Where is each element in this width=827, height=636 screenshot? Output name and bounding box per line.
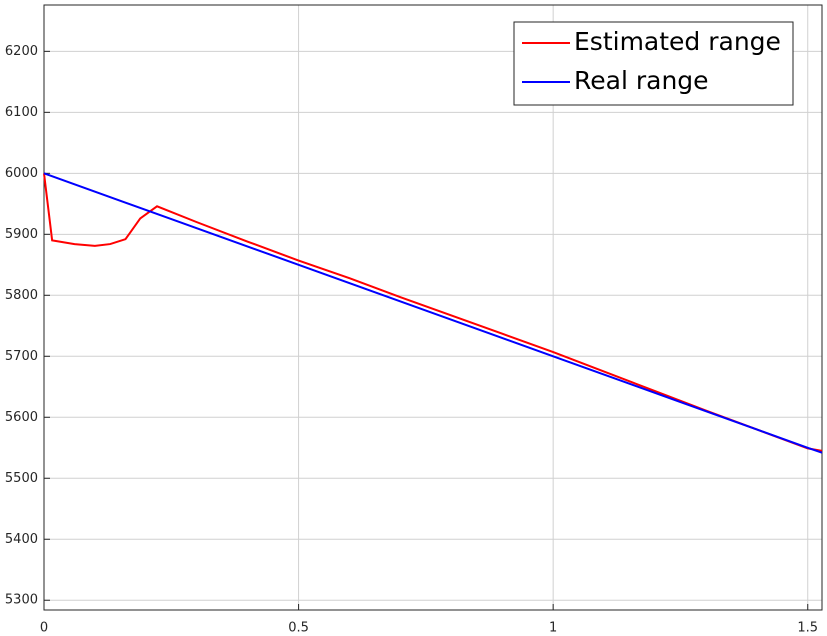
line [43,173,823,452]
line [43,172,823,454]
plot-frame [43,4,823,611]
y-tick-label: 6000 [5,166,38,181]
plot-area [44,5,822,610]
y-tick-label: 5800 [5,288,38,303]
y-tick-label: 5300 [5,593,38,608]
legend-box [513,21,794,106]
x-tick-label: 1.5 [797,621,818,636]
y-tick-label: 5400 [5,532,38,547]
legend-label: Estimated range [574,27,781,56]
y-tick-label: 5700 [5,349,38,364]
x-tick-label: 0.5 [288,621,309,636]
y-tick-label: 6200 [5,44,38,59]
legend-label: Real range [574,66,709,95]
y-tick-label: 6100 [5,105,38,120]
y-tick-label: 5900 [5,227,38,242]
y-tick-label: 5600 [5,410,38,425]
x-tick-label: 0 [40,621,48,636]
x-tick-label: 1 [549,621,557,636]
y-tick-label: 5500 [5,471,38,486]
